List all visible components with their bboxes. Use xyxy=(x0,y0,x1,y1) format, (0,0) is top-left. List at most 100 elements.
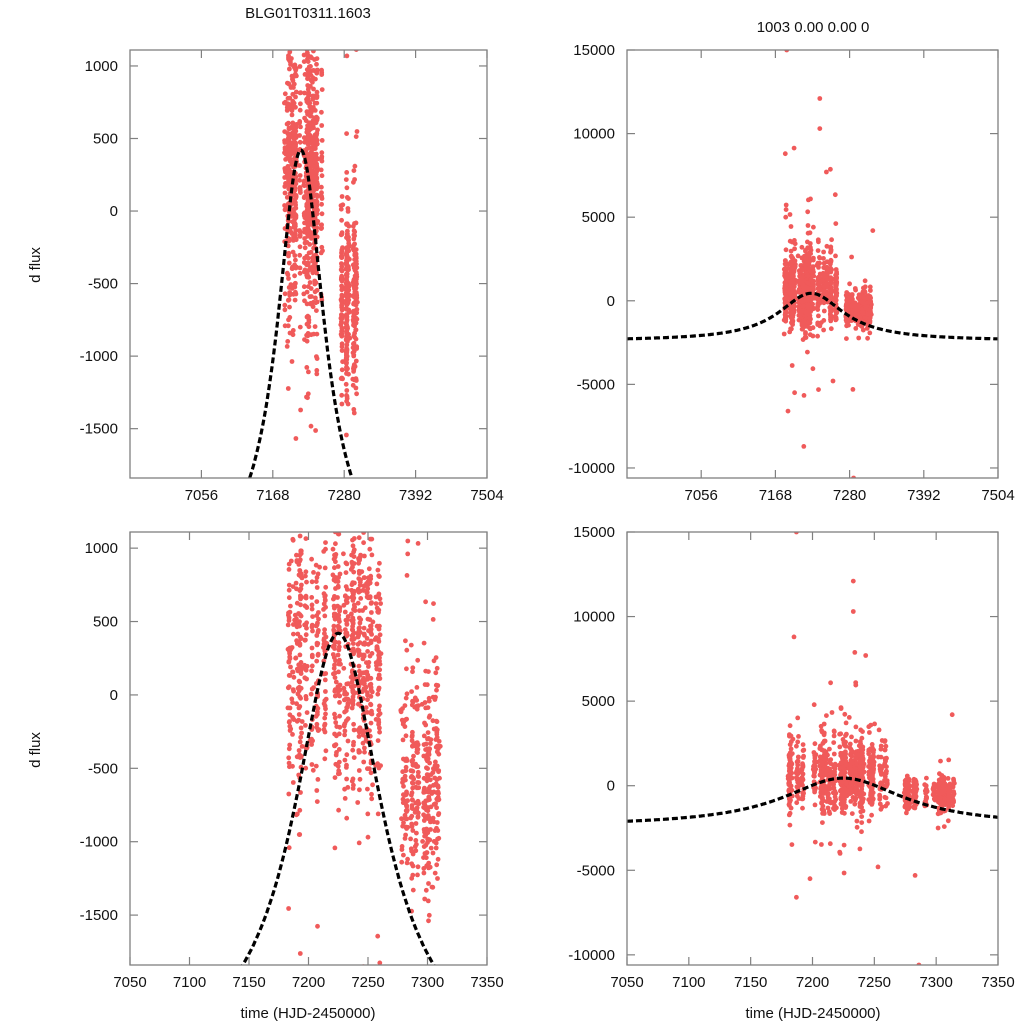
data-point xyxy=(413,800,419,806)
data-point xyxy=(862,289,868,294)
data-point xyxy=(299,719,305,724)
data-point xyxy=(334,724,340,729)
data-point xyxy=(346,241,352,246)
data-point xyxy=(828,757,834,762)
data-point xyxy=(841,786,847,791)
plot-area xyxy=(627,50,998,478)
data-point xyxy=(422,896,428,902)
data-point xyxy=(339,247,345,253)
data-point-outlier xyxy=(850,387,856,392)
data-point xyxy=(369,791,374,797)
data-point xyxy=(357,625,362,631)
data-point xyxy=(870,753,876,758)
data-point xyxy=(301,178,307,184)
data-point xyxy=(302,220,307,226)
data-point xyxy=(860,327,866,333)
data-point xyxy=(876,727,882,733)
data-point xyxy=(410,665,416,671)
data-point xyxy=(306,69,311,75)
data-point xyxy=(321,591,327,597)
data-point xyxy=(867,296,872,302)
data-point xyxy=(435,797,441,803)
data-point xyxy=(354,344,360,350)
data-point xyxy=(365,579,371,585)
data-point xyxy=(410,758,415,763)
data-point xyxy=(282,145,288,151)
data-point xyxy=(828,288,834,294)
data-point xyxy=(351,683,357,689)
data-point xyxy=(293,655,299,661)
data-point xyxy=(297,652,303,658)
data-point xyxy=(838,705,844,710)
data-point xyxy=(859,735,865,741)
data-point xyxy=(333,578,338,584)
data-point xyxy=(319,184,324,190)
data-point xyxy=(841,799,847,805)
panel-title-top-left: BLG01T0311.1603 xyxy=(245,5,371,22)
data-point xyxy=(288,603,293,609)
data-point xyxy=(821,249,826,255)
data-point xyxy=(821,721,827,727)
data-point xyxy=(425,830,431,836)
data-point xyxy=(298,725,304,731)
data-point xyxy=(799,266,805,272)
data-point xyxy=(788,770,794,776)
data-point xyxy=(345,701,351,706)
data-point xyxy=(333,720,339,725)
data-point xyxy=(828,258,834,264)
y-tick-label: -1000 xyxy=(80,348,118,365)
data-point xyxy=(351,606,357,612)
data-point xyxy=(334,733,339,739)
data-point xyxy=(298,671,304,676)
data-point xyxy=(376,610,381,615)
data-point xyxy=(866,818,872,824)
data-point xyxy=(787,723,793,729)
data-point xyxy=(801,303,807,309)
data-point xyxy=(353,270,359,275)
data-point xyxy=(307,100,313,106)
data-point xyxy=(868,771,874,776)
data-point xyxy=(806,262,812,267)
data-point xyxy=(302,245,308,251)
data-point xyxy=(297,679,303,685)
data-point xyxy=(351,536,357,541)
data-point xyxy=(290,84,296,90)
data-point xyxy=(783,247,789,253)
data-point xyxy=(783,261,789,267)
data-point xyxy=(839,794,845,799)
data-point xyxy=(787,810,793,816)
data-point xyxy=(858,727,864,733)
data-point xyxy=(285,339,291,344)
data-point xyxy=(310,97,316,102)
data-point xyxy=(351,595,357,601)
data-point xyxy=(842,810,847,816)
x-tick-label: 7392 xyxy=(907,487,940,504)
data-point xyxy=(856,781,862,786)
data-point xyxy=(416,703,421,708)
data-point xyxy=(403,832,408,838)
data-point xyxy=(344,170,350,175)
data-point xyxy=(293,237,299,243)
data-point xyxy=(344,251,349,257)
data-point xyxy=(794,743,799,749)
data-point xyxy=(336,647,342,653)
data-point xyxy=(314,70,320,76)
data-point xyxy=(803,248,808,254)
data-point xyxy=(866,311,871,317)
data-point xyxy=(297,270,303,276)
data-point xyxy=(783,207,789,213)
data-point xyxy=(302,337,307,342)
data-point xyxy=(812,802,818,808)
data-point xyxy=(344,762,349,768)
data-point xyxy=(297,634,303,640)
data-point xyxy=(800,755,806,760)
data-point xyxy=(401,783,406,789)
data-point xyxy=(339,275,344,280)
data-point xyxy=(310,767,316,773)
data-point xyxy=(811,224,816,230)
data-point xyxy=(286,253,291,259)
data-point xyxy=(344,275,349,281)
data-point xyxy=(322,631,327,636)
data-point xyxy=(402,724,408,729)
x-tick-label: 7100 xyxy=(173,974,206,991)
